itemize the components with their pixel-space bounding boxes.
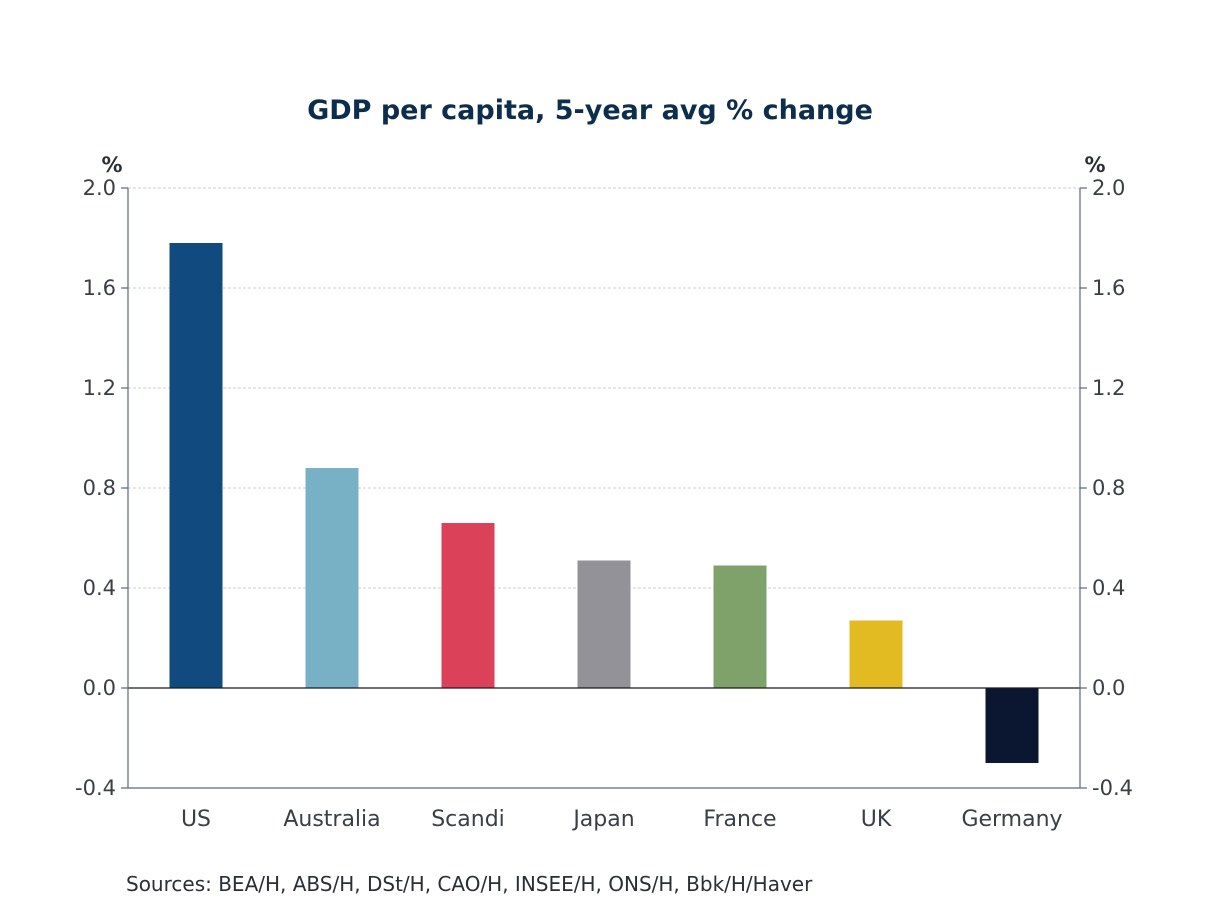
left-tick-label: 0.4 bbox=[83, 576, 116, 600]
left-tick-label: 2.0 bbox=[83, 176, 116, 200]
bar-japan bbox=[577, 560, 631, 688]
gridlines bbox=[128, 187, 1080, 789]
left-tick-label: 0.0 bbox=[83, 676, 116, 700]
left-axis-ticks: 2.0 1.6 1.2 0.8 0.4 0.0 -0.4 bbox=[75, 176, 128, 800]
category-label: Japan bbox=[571, 807, 634, 832]
left-axis-unit: % bbox=[101, 153, 122, 177]
right-axis-ticks: 2.0 1.6 1.2 0.8 0.4 0.0 -0.4 bbox=[1080, 176, 1133, 800]
bar-france bbox=[713, 565, 767, 688]
category-label: Germany bbox=[961, 807, 1062, 832]
right-tick-label: 1.2 bbox=[1092, 376, 1125, 400]
left-tick-label: -0.4 bbox=[75, 776, 116, 800]
category-label: UK bbox=[861, 807, 892, 832]
right-tick-label: 0.0 bbox=[1092, 676, 1125, 700]
chart-title: GDP per capita, 5-year avg % change bbox=[307, 95, 873, 126]
bar-scandi bbox=[441, 523, 495, 688]
category-label: Australia bbox=[283, 807, 380, 832]
right-axis-unit: % bbox=[1084, 153, 1105, 177]
right-tick-label: 0.8 bbox=[1092, 476, 1125, 500]
bar-germany bbox=[985, 688, 1039, 763]
right-tick-label: -0.4 bbox=[1092, 776, 1133, 800]
category-label: France bbox=[703, 807, 776, 832]
left-tick-label: 1.6 bbox=[83, 276, 116, 300]
right-tick-label: 0.4 bbox=[1092, 576, 1125, 600]
source-note: Sources: BEA/H, ABS/H, DSt/H, CAO/H, INS… bbox=[126, 872, 813, 896]
left-tick-label: 1.2 bbox=[83, 376, 116, 400]
bars bbox=[128, 243, 1080, 763]
category-label: Scandi bbox=[431, 807, 505, 832]
left-tick-label: 0.8 bbox=[83, 476, 116, 500]
category-label: US bbox=[181, 807, 211, 832]
right-tick-label: 2.0 bbox=[1092, 176, 1125, 200]
bar-uk bbox=[849, 620, 903, 688]
right-tick-label: 1.6 bbox=[1092, 276, 1125, 300]
category-labels: US Australia Scandi Japan France UK Germany bbox=[181, 807, 1063, 832]
bar-us bbox=[169, 243, 223, 688]
bar-australia bbox=[305, 468, 359, 688]
